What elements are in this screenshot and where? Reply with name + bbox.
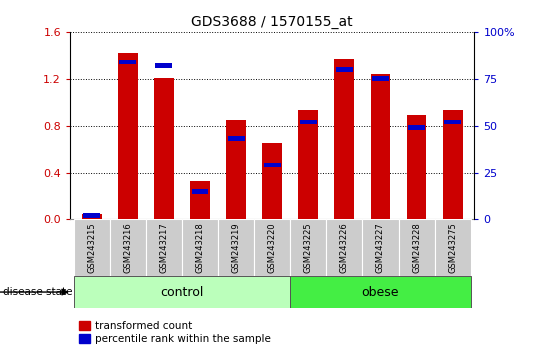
Bar [82,213,102,219]
Bar [398,219,434,276]
Bar [300,120,317,124]
Bar [110,219,146,276]
Text: GSM243215: GSM243215 [87,222,96,273]
Bar [84,213,100,218]
Text: disease state: disease state [3,287,72,297]
Bar [154,78,174,219]
Bar [118,53,138,219]
Bar [74,276,290,308]
Bar [290,219,326,276]
Bar [226,120,246,219]
Bar [299,110,318,219]
Text: GSM243220: GSM243220 [268,222,277,273]
Text: GSM243227: GSM243227 [376,222,385,273]
Bar [444,120,461,124]
Bar [406,115,426,219]
Bar [370,74,390,219]
Text: GSM243275: GSM243275 [448,222,457,273]
Text: GSM243225: GSM243225 [304,222,313,273]
Text: GSM243226: GSM243226 [340,222,349,273]
Bar [227,136,245,141]
Text: control: control [160,286,204,298]
Title: GDS3688 / 1570155_at: GDS3688 / 1570155_at [191,16,353,29]
Bar [254,219,290,276]
Text: GSM243216: GSM243216 [123,222,132,273]
Bar [155,63,172,68]
Text: GSM243228: GSM243228 [412,222,421,273]
Bar [372,76,389,81]
Bar [290,276,471,308]
Bar [74,219,110,276]
Bar [336,67,353,72]
Bar [119,59,136,64]
Text: GSM243218: GSM243218 [196,222,204,273]
Bar [326,219,362,276]
Bar [434,219,471,276]
Text: GSM243217: GSM243217 [160,222,168,273]
Bar [443,110,462,219]
Bar [218,219,254,276]
Legend: transformed count, percentile rank within the sample: transformed count, percentile rank withi… [75,317,275,348]
Bar [146,219,182,276]
Bar [362,219,398,276]
Bar [264,163,281,167]
Bar [408,125,425,130]
Bar [191,189,209,194]
Text: obese: obese [362,286,399,298]
Text: GSM243219: GSM243219 [232,222,240,273]
Bar [262,143,282,219]
Bar [190,181,210,219]
Bar [182,219,218,276]
Bar [335,59,354,219]
